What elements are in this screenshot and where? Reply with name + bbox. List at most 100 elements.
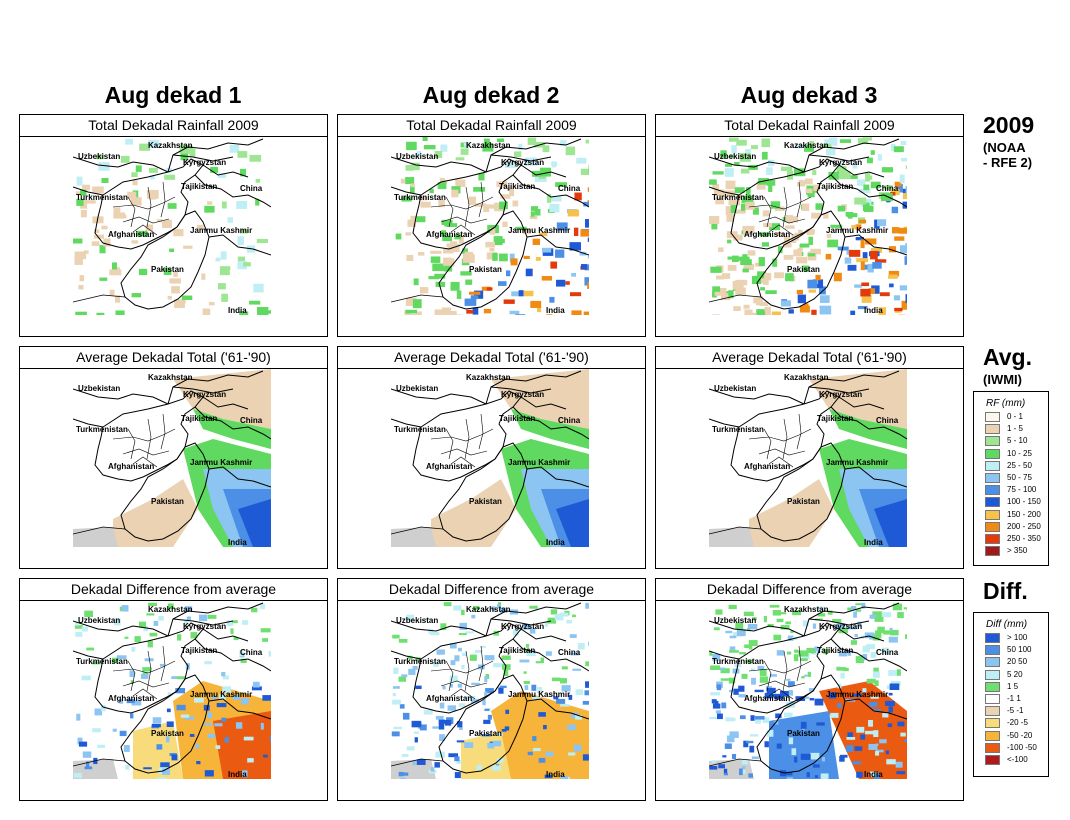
country-label-india: India xyxy=(228,538,247,547)
map-svg: Kazakhstan Uzbekistan Kyrgyzstan Tajikis… xyxy=(73,137,271,315)
diff-legend-item: 1 5 xyxy=(974,681,1048,693)
panel-title: Total Dekadal Rainfall 2009 xyxy=(20,115,327,137)
map-panel-avg-dekad-2: Average Dekadal Total ('61-'90) Kazakhst… xyxy=(337,346,646,569)
country-label-afghanistan: Afghanistan xyxy=(108,694,154,703)
country-label-china: China xyxy=(876,184,899,193)
country-label-uzbekistan: Uzbekistan xyxy=(714,152,756,161)
country-label-turkmenistan: Turkmenistan xyxy=(76,425,128,434)
diff-legend-item: 5 20 xyxy=(974,669,1048,681)
legend-swatch xyxy=(985,509,1000,520)
country-label-kyrgyzstan: Kyrgyzstan xyxy=(501,158,544,167)
legend-swatch xyxy=(985,669,1000,680)
country-label-afghanistan: Afghanistan xyxy=(744,230,790,239)
country-label-tajikistan: Tajikistan xyxy=(499,182,535,191)
country-label-india: India xyxy=(228,306,247,315)
legend-swatch xyxy=(985,633,1000,643)
legend-label: 5 - 10 xyxy=(1007,436,1028,446)
country-label-india: India xyxy=(864,770,883,779)
country-label-india: India xyxy=(546,306,565,315)
panel-title: Dekadal Difference from average xyxy=(338,579,645,601)
panel-title: Average Dekadal Total ('61-'90) xyxy=(338,347,645,369)
source-2009-line: (NOAA - RFE 2) xyxy=(983,140,1033,170)
country-label-turkmenistan: Turkmenistan xyxy=(76,193,128,202)
country-label-uzbekistan: Uzbekistan xyxy=(714,384,756,393)
country-label-china: China xyxy=(240,184,263,193)
rf-legend-item: 0 - 1 xyxy=(974,411,1048,423)
country-label-china: China xyxy=(558,416,581,425)
country-label-kazakhstan: Kazakhstan xyxy=(784,141,829,150)
country-label-tajikistan: Tajikistan xyxy=(181,182,217,191)
country-label-pakistan: Pakistan xyxy=(787,729,820,738)
country-label-uzbekistan: Uzbekistan xyxy=(396,616,438,625)
country-label-pakistan: Pakistan xyxy=(787,265,820,274)
panel-title: Dekadal Difference from average xyxy=(656,579,963,601)
legend-label: 200 - 250 xyxy=(1007,521,1041,531)
country-label-turkmenistan: Turkmenistan xyxy=(394,193,446,202)
legend-swatch xyxy=(985,754,1000,765)
diff-legend-item: -100 -50 xyxy=(974,742,1048,754)
diff-legend-item: 20 50 xyxy=(974,656,1048,668)
country-label-tajikistan: Tajikistan xyxy=(181,414,217,423)
country-label-china: China xyxy=(876,416,899,425)
country-label-afghanistan: Afghanistan xyxy=(744,462,790,471)
country-label-pakistan: Pakistan xyxy=(151,729,184,738)
country-label-pakistan: Pakistan xyxy=(787,497,820,506)
panel-title: Average Dekadal Total ('61-'90) xyxy=(656,347,963,369)
country-label-afghanistan: Afghanistan xyxy=(426,462,472,471)
legend-label: 10 - 25 xyxy=(1007,448,1032,458)
legend-label: -5 -1 xyxy=(1007,706,1024,716)
legend-label: 5 20 xyxy=(1007,669,1023,679)
map-svg: Kazakhstan Uzbekistan Kyrgyzstan Tajikis… xyxy=(709,369,907,547)
legend-label: 50 100 xyxy=(1007,645,1032,655)
country-label-tajikistan: Tajikistan xyxy=(817,646,853,655)
map-svg: Kazakhstan Uzbekistan Kyrgyzstan Tajikis… xyxy=(391,369,589,547)
map-svg: Kazakhstan Uzbekistan Kyrgyzstan Tajikis… xyxy=(73,601,271,779)
legend-swatch xyxy=(985,645,1000,656)
country-label-pakistan: Pakistan xyxy=(151,497,184,506)
country-label-kyrgyzstan: Kyrgyzstan xyxy=(183,622,226,631)
legend-label: -100 -50 xyxy=(1007,742,1037,752)
country-label-china: China xyxy=(240,648,263,657)
country-label-jammu-kashmir: Jammu Kashmir xyxy=(826,226,888,235)
rf-legend-item: 1 - 5 xyxy=(974,423,1048,435)
country-label-kyrgyzstan: Kyrgyzstan xyxy=(819,158,862,167)
map-panel-avg-dekad-1: Average Dekadal Total ('61-'90) Kazakhst… xyxy=(19,346,328,569)
country-label-afghanistan: Afghanistan xyxy=(426,230,472,239)
country-label-jammu-kashmir: Jammu Kashmir xyxy=(190,458,252,467)
row-sublabel-source-avg: (IWMI) xyxy=(983,372,1022,387)
country-label-turkmenistan: Turkmenistan xyxy=(712,425,764,434)
country-label-afghanistan: Afghanistan xyxy=(108,230,154,239)
country-label-tajikistan: Tajikistan xyxy=(181,646,217,655)
map-area: Kazakhstan Uzbekistan Kyrgyzstan Tajikis… xyxy=(709,601,907,779)
map-svg: Kazakhstan Uzbekistan Kyrgyzstan Tajikis… xyxy=(709,601,907,779)
row-label-diff: Diff. xyxy=(983,578,1028,604)
country-label-india: India xyxy=(864,306,883,315)
country-label-pakistan: Pakistan xyxy=(469,265,502,274)
country-label-kyrgyzstan: Kyrgyzstan xyxy=(183,158,226,167)
legend-label: > 350 xyxy=(1007,546,1028,556)
country-label-uzbekistan: Uzbekistan xyxy=(714,616,756,625)
country-label-pakistan: Pakistan xyxy=(469,497,502,506)
legend-swatch xyxy=(985,412,1000,422)
legend-label: 50 - 75 xyxy=(1007,472,1032,482)
rf-legend-item: 50 - 75 xyxy=(974,472,1048,484)
legend-swatch xyxy=(985,472,1000,483)
country-label-jammu-kashmir: Jammu Kashmir xyxy=(508,458,570,467)
country-label-kyrgyzstan: Kyrgyzstan xyxy=(819,390,862,399)
map-area: Kazakhstan Uzbekistan Kyrgyzstan Tajikis… xyxy=(709,369,907,547)
map-panel-diff-dekad-1: Dekadal Difference from average Kazakhst… xyxy=(19,578,328,801)
legend-swatch xyxy=(985,460,1000,471)
legend-swatch xyxy=(985,436,1000,447)
country-label-turkmenistan: Turkmenistan xyxy=(712,657,764,666)
column-title-dekad-3: Aug dekad 3 xyxy=(740,82,878,108)
legend-swatch xyxy=(985,546,1000,557)
map-area: Kazakhstan Uzbekistan Kyrgyzstan Tajikis… xyxy=(73,601,271,779)
row-sublabel-source-2009: (NOAA - RFE 2) xyxy=(983,140,1032,170)
map-panel-rain-dekad-1: Total Dekadal Rainfall 2009 Kazakhstan U… xyxy=(19,114,328,337)
diff-legend-title: Diff (mm) xyxy=(986,619,1028,630)
country-label-china: China xyxy=(876,648,899,657)
row-label-2009: 2009 xyxy=(983,112,1035,138)
panel-title: Total Dekadal Rainfall 2009 xyxy=(656,115,963,137)
country-label-india: India xyxy=(864,538,883,547)
map-area: Kazakhstan Uzbekistan Kyrgyzstan Tajikis… xyxy=(391,137,589,315)
